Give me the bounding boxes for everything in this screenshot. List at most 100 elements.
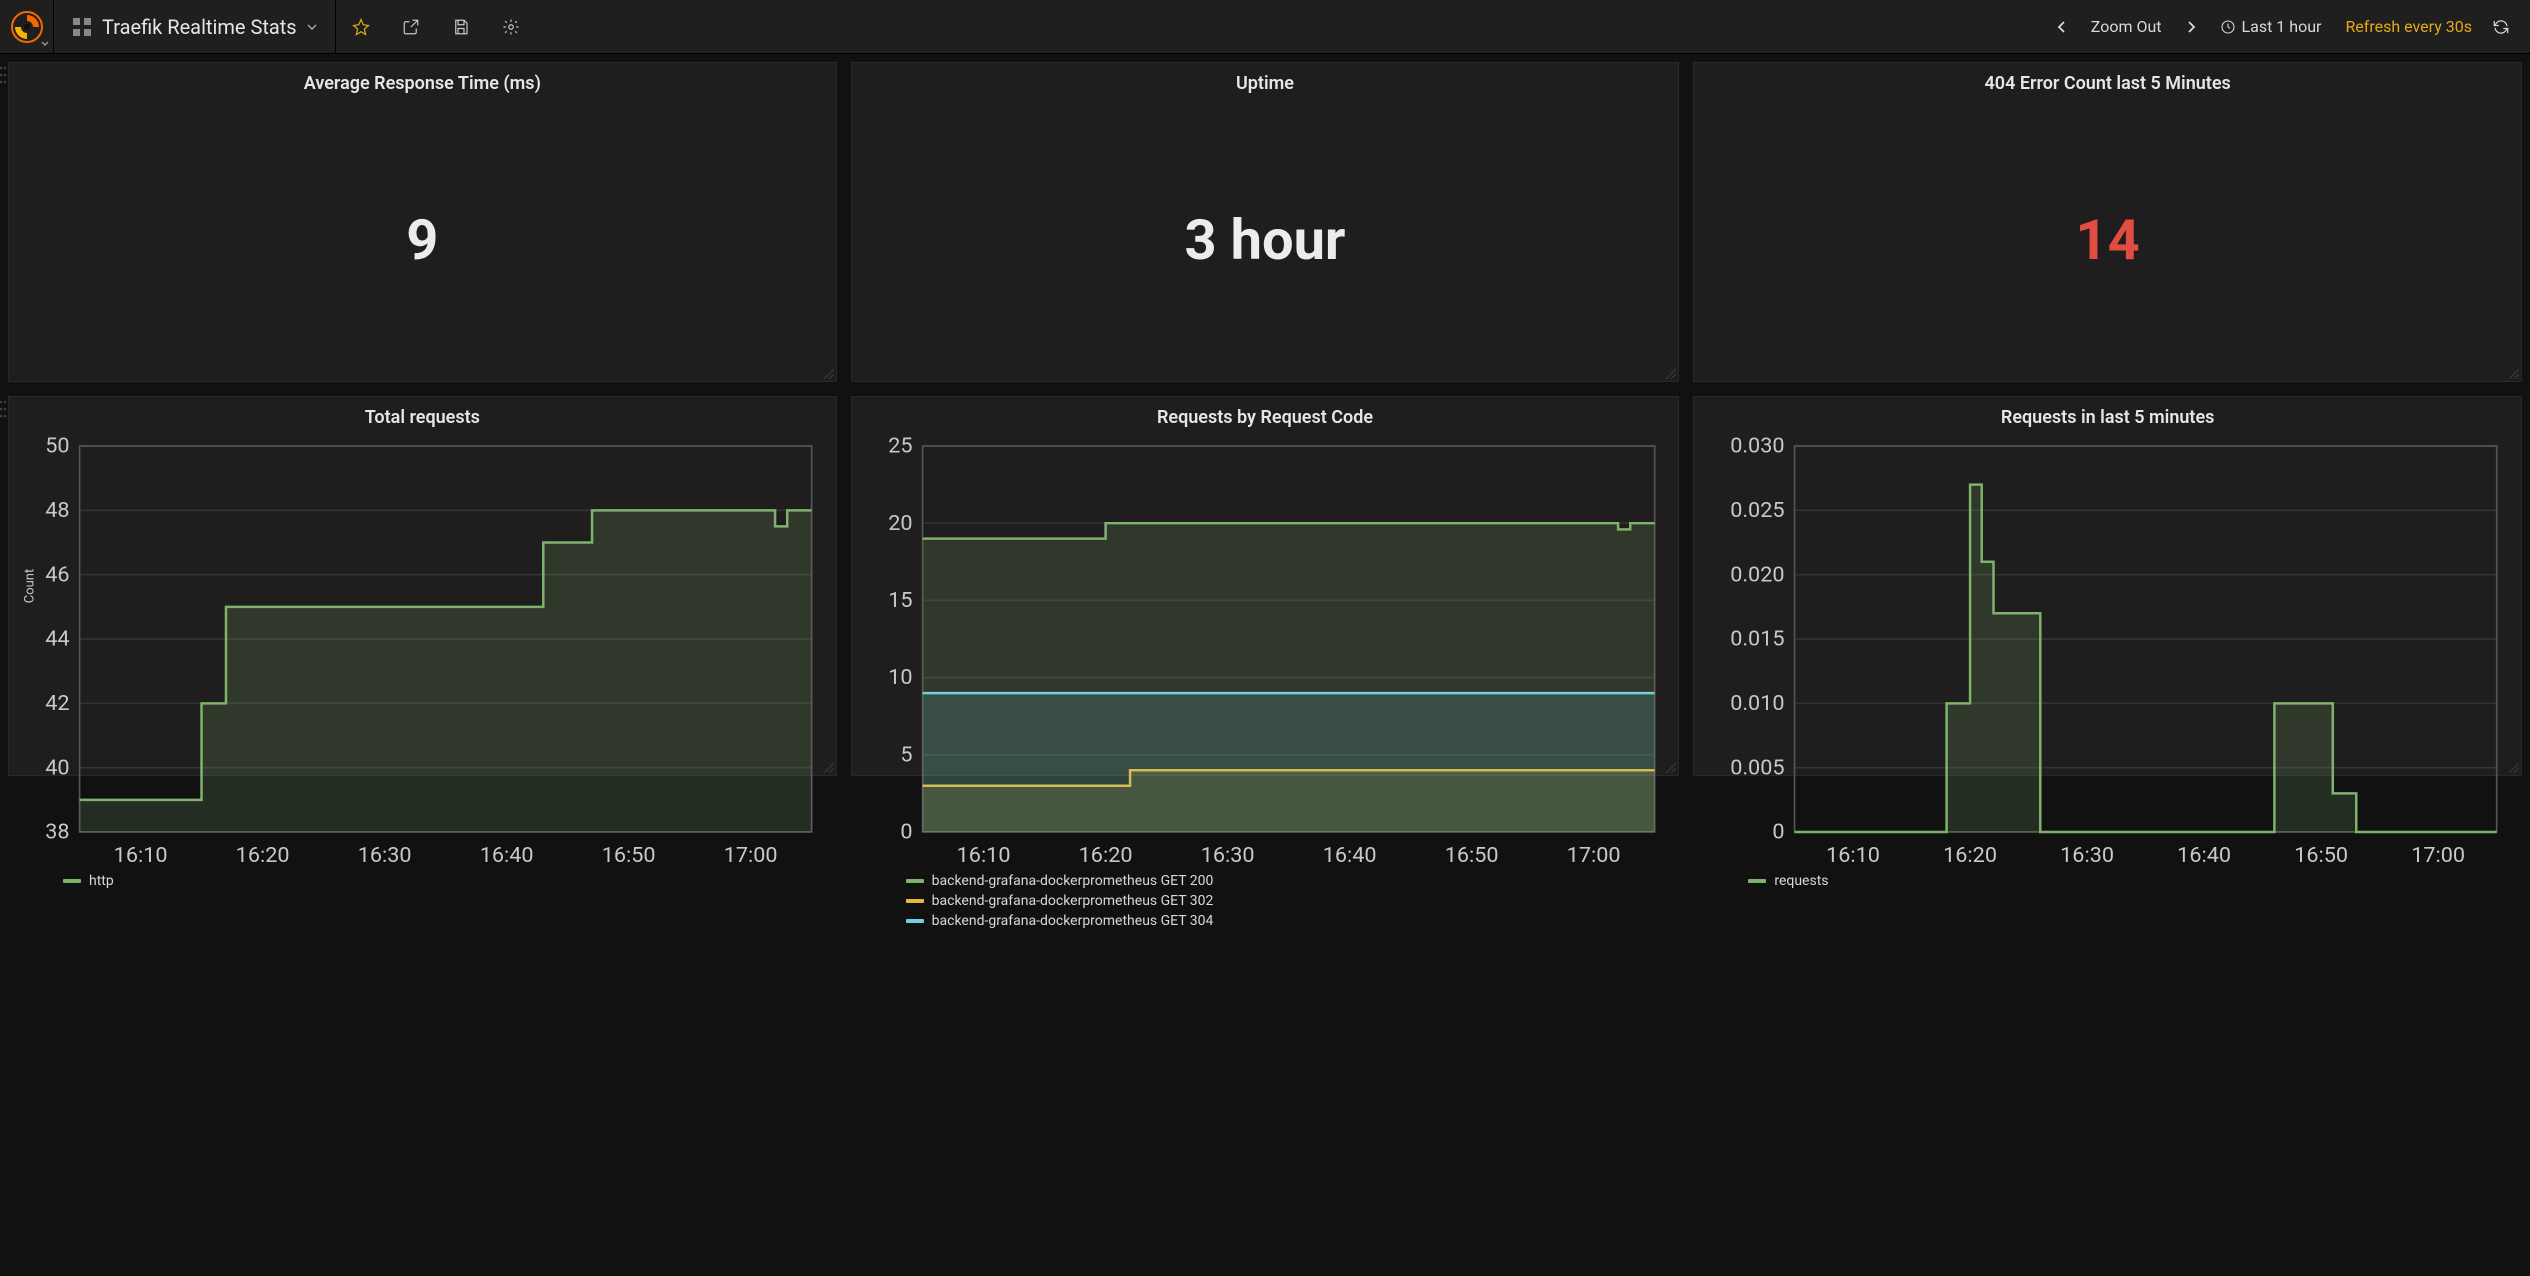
dashboard-icon xyxy=(72,17,92,37)
svg-text:0.015: 0.015 xyxy=(1731,627,1785,652)
svg-text:50: 50 xyxy=(45,436,69,459)
resize-handle-icon[interactable] xyxy=(2507,367,2519,379)
legend-item[interactable]: http xyxy=(63,873,822,889)
svg-text:16:30: 16:30 xyxy=(1200,843,1254,868)
singlestat-value: 14 xyxy=(1694,98,2521,381)
settings-button[interactable] xyxy=(486,0,536,54)
svg-text:40: 40 xyxy=(45,755,69,780)
dashboard-title: Traefik Realtime Stats xyxy=(102,15,297,39)
svg-text:38: 38 xyxy=(45,820,69,845)
svg-text:0.025: 0.025 xyxy=(1731,498,1785,523)
legend-label: requests xyxy=(1774,873,1828,889)
legend-swatch xyxy=(63,879,81,883)
panel-title: 404 Error Count last 5 Minutes xyxy=(1694,63,2521,98)
chart-canvas[interactable]: 051015202516:1016:2016:3016:4016:5017:00 xyxy=(866,436,1665,869)
svg-text:16:20: 16:20 xyxy=(236,843,290,868)
share-icon xyxy=(402,18,420,36)
clock-icon xyxy=(2220,19,2236,35)
panel-title: Average Response Time (ms) xyxy=(9,63,836,98)
svg-text:17:00: 17:00 xyxy=(724,843,778,868)
resize-handle-icon[interactable] xyxy=(2507,761,2519,773)
svg-text:16:20: 16:20 xyxy=(1078,843,1132,868)
panel-title: Total requests xyxy=(9,397,836,432)
refresh-now-button[interactable] xyxy=(2486,0,2516,54)
resize-handle-icon[interactable] xyxy=(822,761,834,773)
legend-item[interactable]: requests xyxy=(1748,873,2507,889)
chevron-left-icon xyxy=(2056,21,2068,33)
top-navbar: Traefik Realtime Stats Zoom Out xyxy=(0,0,2530,54)
singlestat-value: 3 hour xyxy=(852,98,1679,381)
time-back-button[interactable] xyxy=(2047,0,2077,54)
dashboard-grid: Average Response Time (ms) 9 Uptime 3 ho… xyxy=(0,54,2530,1276)
share-dashboard-button[interactable] xyxy=(386,0,436,54)
panel-total-requests[interactable]: Total requests Count 3840424446485016:10… xyxy=(8,396,837,776)
chart-canvas[interactable]: 00.0050.0100.0150.0200.0250.03016:1016:2… xyxy=(1708,436,2507,869)
time-range-label: Last 1 hour xyxy=(2242,17,2322,36)
resize-handle-icon[interactable] xyxy=(822,367,834,379)
svg-text:16:10: 16:10 xyxy=(114,843,168,868)
chart-canvas[interactable]: 3840424446485016:1016:2016:3016:4016:501… xyxy=(23,436,822,869)
svg-text:16:40: 16:40 xyxy=(1322,843,1376,868)
row-drag-handle-icon[interactable] xyxy=(0,65,7,85)
panel-title: Uptime xyxy=(852,63,1679,98)
panel-404-error-count[interactable]: 404 Error Count last 5 Minutes 14 xyxy=(1693,62,2522,382)
chevron-down-icon xyxy=(307,22,317,32)
grafana-logo-button[interactable] xyxy=(0,0,54,54)
gear-icon xyxy=(502,18,520,36)
svg-text:16:20: 16:20 xyxy=(1943,843,1997,868)
zoom-out-label: Zoom Out xyxy=(2091,17,2162,36)
resize-handle-icon[interactable] xyxy=(1664,367,1676,379)
legend-item[interactable]: backend-grafana-dockerprometheus GET 200 xyxy=(906,873,1665,889)
legend-label: backend-grafana-dockerprometheus GET 304 xyxy=(932,913,1214,929)
chart-wrap: 00.0050.0100.0150.0200.0250.03016:1016:2… xyxy=(1694,432,2521,897)
legend-label: http xyxy=(89,873,114,889)
svg-text:46: 46 xyxy=(45,562,69,587)
svg-text:16:10: 16:10 xyxy=(1826,843,1880,868)
refresh-interval-label: Refresh every 30s xyxy=(2345,17,2472,36)
svg-text:17:00: 17:00 xyxy=(2412,843,2466,868)
navbar-right: Zoom Out Last 1 hour Refresh every 30s xyxy=(2047,0,2530,53)
svg-text:15: 15 xyxy=(888,588,912,613)
chart-wrap: 3840424446485016:1016:2016:3016:4016:501… xyxy=(9,432,836,897)
svg-text:10: 10 xyxy=(888,665,912,690)
navbar-left: Traefik Realtime Stats xyxy=(0,0,536,53)
legend-swatch xyxy=(906,879,924,883)
save-dashboard-button[interactable] xyxy=(436,0,486,54)
legend-swatch xyxy=(906,899,924,903)
svg-text:16:50: 16:50 xyxy=(1444,843,1498,868)
star-dashboard-button[interactable] xyxy=(336,0,386,54)
panel-avg-response-time[interactable]: Average Response Time (ms) 9 xyxy=(8,62,837,382)
legend-label: backend-grafana-dockerprometheus GET 200 xyxy=(932,873,1214,889)
chevron-down-icon xyxy=(41,40,49,48)
svg-text:42: 42 xyxy=(45,691,69,716)
refresh-icon xyxy=(2492,18,2510,36)
svg-text:16:30: 16:30 xyxy=(358,843,412,868)
svg-text:16:50: 16:50 xyxy=(2295,843,2349,868)
refresh-interval-picker[interactable]: Refresh every 30s xyxy=(2335,0,2482,54)
panel-requests-by-code[interactable]: Requests by Request Code 051015202516:10… xyxy=(851,396,1680,776)
legend-item[interactable]: backend-grafana-dockerprometheus GET 304 xyxy=(906,913,1665,929)
toolbar-icons xyxy=(336,0,536,53)
resize-handle-icon[interactable] xyxy=(1664,761,1676,773)
chevron-right-icon xyxy=(2185,21,2197,33)
panel-requests-5m[interactable]: Requests in last 5 minutes 00.0050.0100.… xyxy=(1693,396,2522,776)
panel-title: Requests by Request Code xyxy=(852,397,1679,432)
svg-text:44: 44 xyxy=(45,627,69,652)
svg-text:16:10: 16:10 xyxy=(956,843,1010,868)
svg-text:17:00: 17:00 xyxy=(1566,843,1620,868)
svg-text:16:40: 16:40 xyxy=(480,843,534,868)
svg-text:0.030: 0.030 xyxy=(1731,436,1785,459)
row-drag-handle-icon[interactable] xyxy=(0,399,7,419)
panel-uptime[interactable]: Uptime 3 hour xyxy=(851,62,1680,382)
legend-item[interactable]: backend-grafana-dockerprometheus GET 302 xyxy=(906,893,1665,909)
save-icon xyxy=(452,18,470,36)
legend-swatch xyxy=(1748,879,1766,883)
zoom-out-button[interactable]: Zoom Out xyxy=(2081,0,2172,54)
time-range-picker[interactable]: Last 1 hour xyxy=(2210,0,2332,54)
time-forward-button[interactable] xyxy=(2176,0,2206,54)
chart-legend: backend-grafana-dockerprometheus GET 200… xyxy=(866,869,1665,929)
dashboard-picker[interactable]: Traefik Realtime Stats xyxy=(54,0,336,53)
svg-text:0.020: 0.020 xyxy=(1731,562,1785,587)
y-axis-label: Count xyxy=(23,569,38,603)
svg-text:5: 5 xyxy=(900,742,912,767)
